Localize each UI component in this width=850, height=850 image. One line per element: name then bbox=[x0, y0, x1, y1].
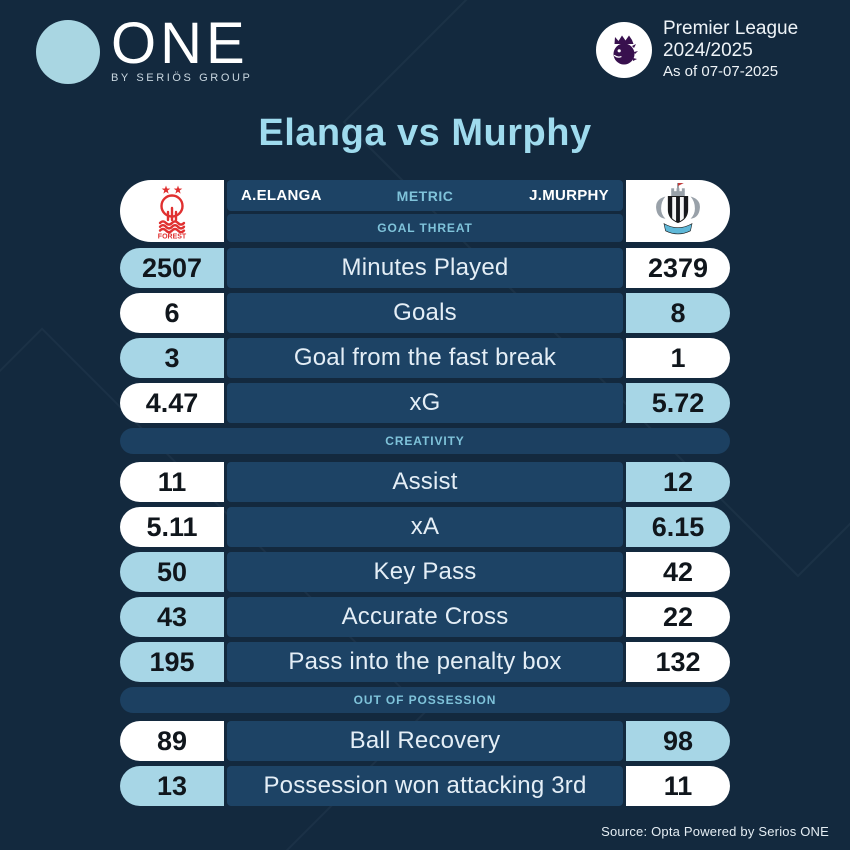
right-value-pill: 11 bbox=[626, 766, 730, 806]
source-note: Source: Opta Powered by Serios ONE bbox=[601, 824, 829, 839]
metric-label: Key Pass bbox=[227, 552, 623, 592]
right-value-pill: 6.15 bbox=[626, 507, 730, 547]
competition-name: Premier League bbox=[663, 18, 799, 39]
brand-text: ONE BY SERIÖS GROUP bbox=[111, 11, 253, 85]
newcastle-united-crest-icon bbox=[656, 182, 700, 235]
stat-row: 2507 Minutes Played 2379 bbox=[120, 248, 730, 288]
section-header-bar: OUT OF POSSESSION bbox=[120, 687, 730, 713]
table-rows: 2507 Minutes Played 2379 6 Goals 8 3 Goal from … bbox=[120, 248, 730, 806]
right-value-pill: 22 bbox=[626, 597, 730, 637]
right-value-pill: 98 bbox=[626, 721, 730, 761]
stat-row: 4.47 xG 5.72 bbox=[120, 383, 730, 423]
right-value-pill: 5.72 bbox=[626, 383, 730, 423]
competition-text: Premier League 2024/2025 As of 07-07-202… bbox=[663, 18, 798, 81]
stat-row: 195 Pass into the penalty box 132 bbox=[120, 642, 730, 682]
competition-block: Premier League 2024/2025 As of 07-07-202… bbox=[596, 18, 798, 81]
section-header-bar: GOAL THREAT bbox=[227, 214, 623, 242]
right-value-pill: 132 bbox=[626, 642, 730, 682]
stat-row: 6 Goals 8 bbox=[120, 293, 730, 333]
metric-label: Minutes Played bbox=[227, 248, 623, 288]
metric-label: Goal from the fast break bbox=[227, 338, 623, 378]
metric-label: xA bbox=[227, 507, 623, 547]
right-value-pill: 2379 bbox=[626, 248, 730, 288]
stat-row: 89 Ball Recovery 98 bbox=[120, 721, 730, 761]
left-value-pill: 13 bbox=[120, 766, 224, 806]
comparison-table: FOREST A.ELANGA METRIC J.MURPHY GOAL THR… bbox=[120, 180, 730, 811]
metric-label: Pass into the penalty box bbox=[227, 642, 623, 682]
competition-season: 2024/2025 bbox=[663, 40, 753, 61]
section-label: OUT OF POSSESSION bbox=[353, 693, 497, 707]
brand-logo: ONE BY SERIÖS GROUP bbox=[36, 11, 253, 85]
player-names-bar: A.ELANGA METRIC J.MURPHY bbox=[227, 180, 623, 211]
right-value-pill: 1 bbox=[626, 338, 730, 378]
brand-name: ONE bbox=[111, 11, 249, 76]
left-value-pill: 6 bbox=[120, 293, 224, 333]
metric-label: Accurate Cross bbox=[227, 597, 623, 637]
metric-label: xG bbox=[227, 383, 623, 423]
stat-row: 3 Goal from the fast break 1 bbox=[120, 338, 730, 378]
section-header-bar: CREATIVITY bbox=[120, 428, 730, 454]
right-player-name: J.MURPHY bbox=[529, 187, 609, 204]
metric-label: Assist bbox=[227, 462, 623, 502]
stat-row: 13 Possession won attacking 3rd 11 bbox=[120, 766, 730, 806]
premier-league-lion-crest bbox=[613, 35, 638, 64]
right-value-pill: 8 bbox=[626, 293, 730, 333]
stat-row: 43 Accurate Cross 22 bbox=[120, 597, 730, 637]
left-value-pill: 2507 bbox=[120, 248, 224, 288]
left-value-pill: 50 bbox=[120, 552, 224, 592]
forest-badge-text: FOREST bbox=[158, 234, 187, 241]
section-label: GOAL THREAT bbox=[377, 221, 473, 235]
brand-tagline: BY SERIÖS GROUP bbox=[111, 72, 253, 84]
right-value-pill: 12 bbox=[626, 462, 730, 502]
page-title: Elanga vs Murphy bbox=[258, 112, 592, 154]
nottingham-forest-crest-icon: FOREST bbox=[158, 185, 187, 241]
stat-row: 11 Assist 12 bbox=[120, 462, 730, 502]
left-value-pill: 43 bbox=[120, 597, 224, 637]
table-header: FOREST A.ELANGA METRIC J.MURPHY GOAL THR… bbox=[120, 180, 730, 242]
left-value-pill: 195 bbox=[120, 642, 224, 682]
one-logo-circle-icon bbox=[36, 20, 100, 84]
competition-as-of-date: As of 07-07-2025 bbox=[663, 63, 779, 80]
metric-label: Ball Recovery bbox=[227, 721, 623, 761]
metric-label: Possession won attacking 3rd bbox=[227, 766, 623, 806]
right-value-pill: 42 bbox=[626, 552, 730, 592]
left-value-pill: 89 bbox=[120, 721, 224, 761]
premier-league-lion-icon bbox=[596, 21, 652, 78]
home-team-badge-pill: FOREST bbox=[120, 180, 224, 242]
left-value-pill: 4.47 bbox=[120, 383, 224, 423]
left-value-pill: 11 bbox=[120, 462, 224, 502]
left-value-pill: 5.11 bbox=[120, 507, 224, 547]
metric-label: Goals bbox=[227, 293, 623, 333]
section-label: CREATIVITY bbox=[385, 434, 465, 448]
metric-column-label: METRIC bbox=[396, 187, 454, 204]
stat-row: 50 Key Pass 42 bbox=[120, 552, 730, 592]
away-team-badge-pill bbox=[626, 180, 730, 242]
stat-row: 5.11 xA 6.15 bbox=[120, 507, 730, 547]
table-header-middle: A.ELANGA METRIC J.MURPHY GOAL THREAT bbox=[227, 180, 623, 242]
left-player-name: A.ELANGA bbox=[241, 187, 322, 204]
left-value-pill: 3 bbox=[120, 338, 224, 378]
